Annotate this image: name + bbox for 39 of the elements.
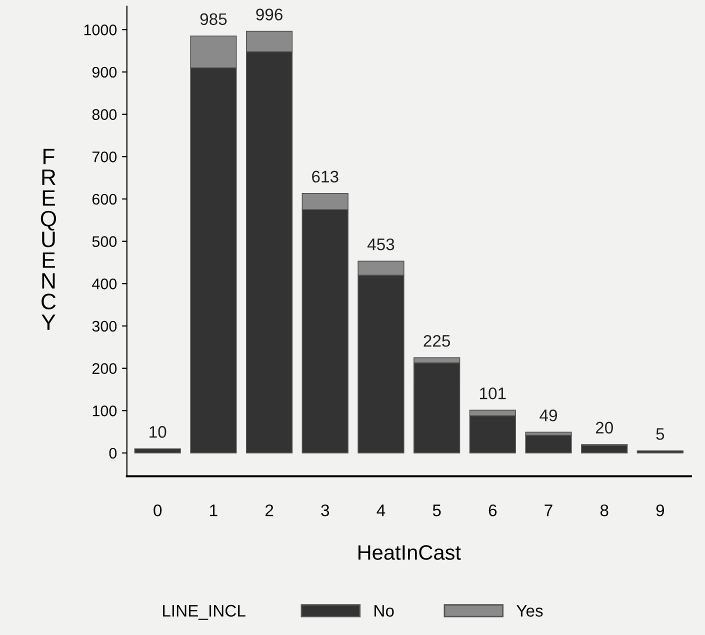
total-label: 101 <box>480 387 506 400</box>
bar <box>134 448 181 454</box>
legend-label: Yes <box>516 605 543 617</box>
total-label: 613 <box>312 170 338 183</box>
total-label: 20 <box>596 422 613 434</box>
total-label: 5 <box>656 428 664 440</box>
total-label: 996 <box>256 8 282 20</box>
y-tick-label: 200 <box>92 363 117 374</box>
x-tick-label: 9 <box>656 504 664 516</box>
x-tick-label: 4 <box>376 504 386 516</box>
total-label: 985 <box>200 13 227 26</box>
y-tick-label: 800 <box>92 109 117 120</box>
y-tick-label: 0 <box>109 448 117 459</box>
legend-label: No <box>374 605 394 617</box>
x-tick-label: 2 <box>266 504 274 516</box>
total-label: 453 <box>367 238 394 250</box>
x-tick-label: 0 <box>154 504 162 516</box>
bar <box>525 434 572 454</box>
total-label: 49 <box>540 410 557 422</box>
y-tick-label: 400 <box>92 278 117 290</box>
total-label: 225 <box>424 335 450 347</box>
y-tick-label: 300 <box>92 320 117 332</box>
y-tick-label: 500 <box>92 236 117 247</box>
x-tick-label: 1 <box>210 504 218 516</box>
total-label: 10 <box>150 426 166 438</box>
y-tick-label: 600 <box>92 194 117 205</box>
bar <box>636 450 684 454</box>
legend-title: LINE_INCL <box>163 604 246 620</box>
x-tick-label: 7 <box>544 504 552 516</box>
x-tick-label: 5 <box>432 504 441 516</box>
y-tick-label: 100 <box>92 406 117 416</box>
text: FREQUENCY <box>40 148 56 330</box>
x-tick-label: 3 <box>321 504 330 516</box>
x-tick-label: 6 <box>488 504 497 516</box>
y-tick-label: 700 <box>92 152 117 162</box>
x-axis-title: HeatInCast <box>358 545 461 560</box>
y-tick-label: 1000 <box>84 24 117 36</box>
y-tick-label: 900 <box>92 66 117 78</box>
x-tick-label: 8 <box>600 504 608 516</box>
